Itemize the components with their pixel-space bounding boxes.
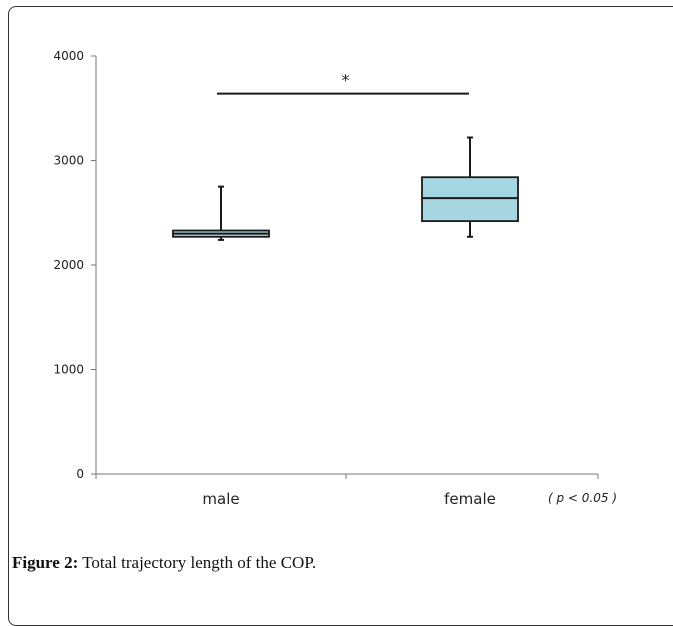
significance-marker: * [342, 71, 350, 90]
figure-caption: Figure 2: Total trajectory length of the… [12, 553, 316, 573]
y-tick-label: 3000 [53, 154, 84, 168]
caption-label: Figure 2: [12, 553, 79, 572]
y-tick-label: 0 [76, 467, 84, 481]
caption-text: Total trajectory length of the COP. [78, 553, 317, 572]
x-category-label: female [444, 490, 496, 508]
box-plot-chart: 0 1000 2000 3000 4000 male female * ( p < 0.05 ) [53, 49, 617, 508]
y-tick-label: 4000 [53, 49, 84, 63]
y-tick-label: 1000 [53, 363, 84, 377]
x-category-label: male [202, 490, 239, 508]
box-female [421, 176, 519, 223]
p-value-note: ( p < 0.05 ) [548, 491, 617, 505]
y-tick-label: 2000 [53, 258, 84, 272]
